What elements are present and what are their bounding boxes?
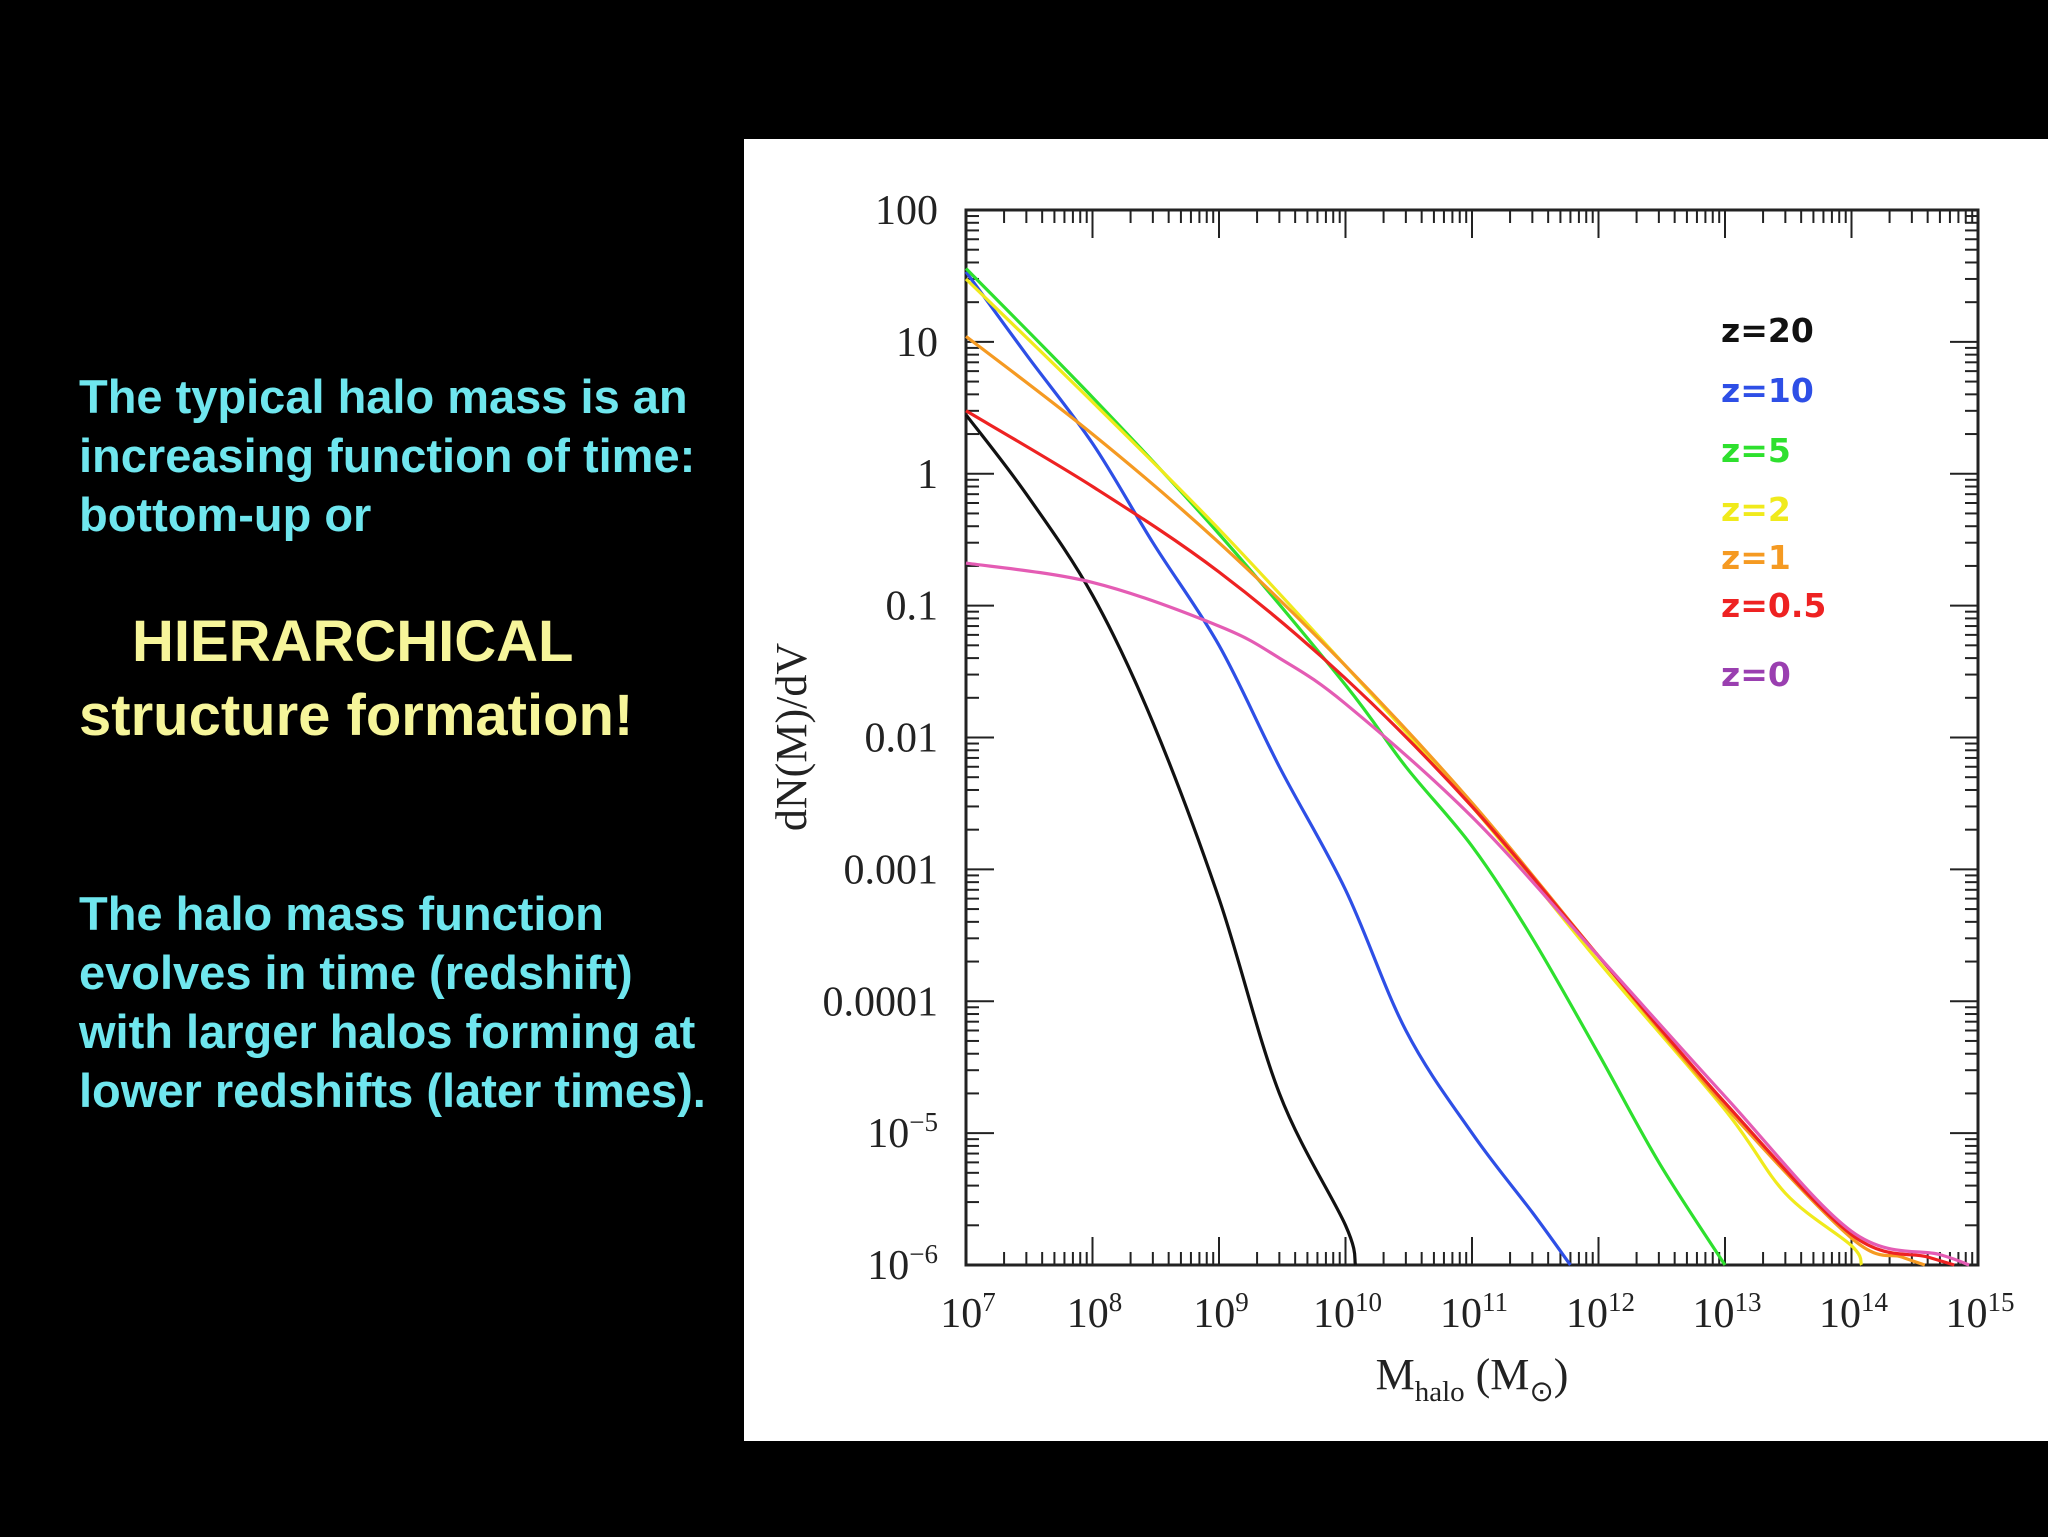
x-tick-label: 1010	[1313, 1287, 1382, 1337]
y-tick-label: 0.001	[844, 847, 939, 893]
y-tick-label: 10−5	[867, 1107, 938, 1157]
series-line-z=1	[965, 335, 1926, 1267]
intro-text: The typical halo mass is an increasing f…	[79, 370, 696, 541]
legend-entry: z=1	[1721, 538, 1791, 577]
x-tick-label: 1014	[1819, 1287, 1889, 1337]
x-tick-label: 108	[1067, 1287, 1123, 1337]
x-tick-labels: 107 108 109 1010 1011 1012 1013 1014 1015	[940, 1287, 2014, 1337]
chart-panel: 107 108 109 1010 1011 1012 1013 1014 1015 100 10 1…	[744, 139, 2048, 1441]
mass-function-text: The halo mass function evolves in time (…	[79, 887, 706, 1117]
legend-entry: z=2	[1721, 490, 1791, 529]
halo-mass-function-chart: 107 108 109 1010 1011 1012 1013 1014 1015 100101…	[767, 188, 2015, 1408]
structure-formation-heading: structure formation!	[79, 683, 634, 748]
series-line-z=0.5	[965, 409, 1955, 1267]
x-tick-label: 109	[1193, 1287, 1249, 1337]
y-tick-label: 0.0001	[823, 979, 939, 1025]
legend-entry: z=5	[1721, 431, 1791, 470]
y-tick-label: 1	[917, 452, 938, 498]
plot-frame	[964, 208, 1980, 1267]
y-tick-label: 10	[896, 320, 938, 366]
legend-entry: z=0.5	[1721, 586, 1826, 625]
series-line-z=2	[964, 277, 1864, 1266]
series-line-z=20	[964, 413, 1358, 1266]
hierarchical-heading: HIERARCHICAL	[132, 609, 574, 674]
legend-entry: z=20	[1721, 311, 1814, 350]
series-line-z=5	[964, 267, 1727, 1266]
y-tick-label: 0.1	[886, 584, 939, 630]
y-axis-title: dN(M)/dV	[767, 643, 816, 831]
series-lines	[964, 267, 1970, 1267]
x-tick-label: 107	[940, 1287, 996, 1337]
series-line-z=0	[965, 561, 1970, 1267]
legend-entry: z=10	[1721, 371, 1814, 410]
axis-ticks	[966, 210, 1978, 1265]
x-tick-label: 1011	[1440, 1287, 1508, 1337]
y-tick-label: 10−6	[867, 1239, 938, 1289]
series-line-z=10	[964, 270, 1572, 1266]
x-axis-title: Mhalo (M⊙)	[1376, 1350, 1569, 1408]
legend: z=20 z=10 z=5 z=2 z=1 z=0.5 z=0	[1721, 311, 1826, 694]
y-tick-labels: 100 10 1 0.1 0.01 0.001 0.0001 10−5 10−6	[823, 188, 939, 1289]
x-tick-label: 1013	[1693, 1287, 1762, 1337]
y-tick-label: 0.01	[865, 716, 939, 762]
x-tick-label: 1012	[1566, 1287, 1635, 1337]
y-tick-label: 100	[875, 188, 938, 234]
x-tick-label: 1015	[1946, 1287, 2015, 1337]
legend-entry: z=0	[1721, 655, 1791, 694]
